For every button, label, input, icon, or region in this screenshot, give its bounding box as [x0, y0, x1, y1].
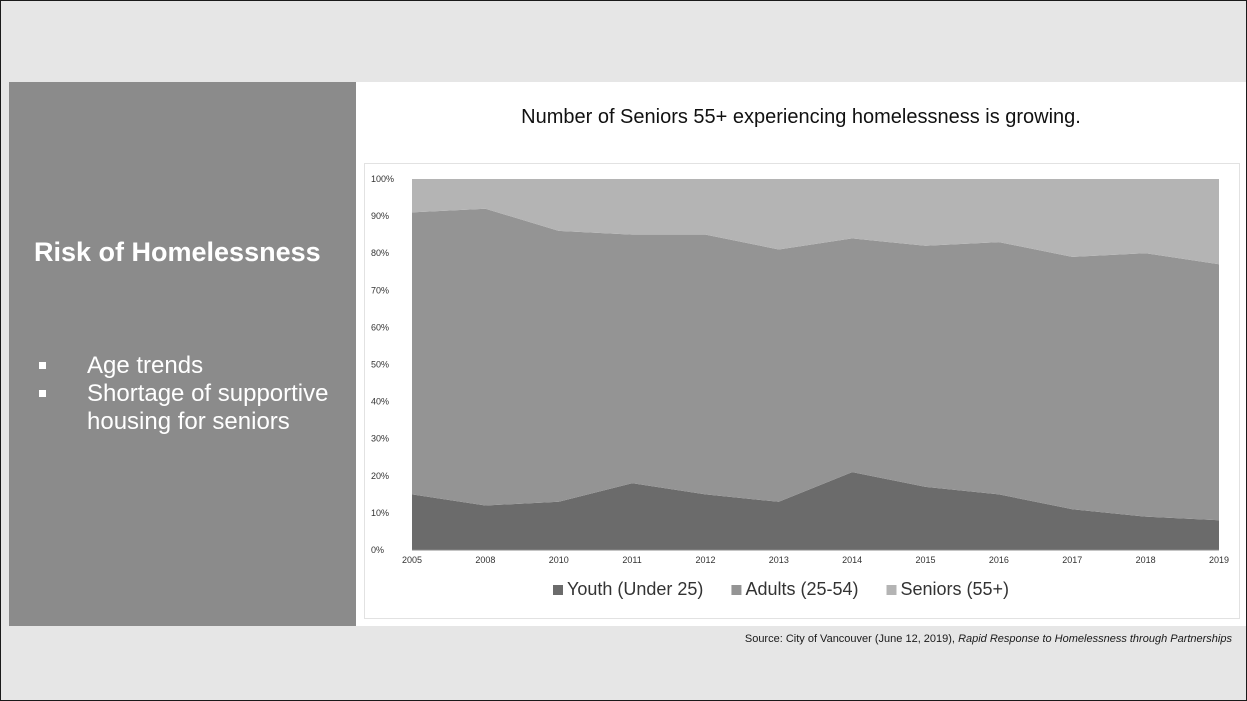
bullet-item: Shortage of supportive housing for senio… [33, 380, 343, 436]
x-tick-label: 2015 [916, 555, 936, 565]
x-tick-label: 2011 [622, 555, 641, 565]
x-tick-label: 2017 [1062, 555, 1082, 565]
x-tick-label: 2010 [549, 555, 569, 565]
chart-panel: Number of Seniors 55+ experiencing homel… [356, 82, 1246, 626]
y-tick-label: 90% [371, 211, 389, 221]
y-tick-label: 100% [371, 174, 394, 184]
x-tick-label: 2008 [475, 555, 495, 565]
source-citation: Source: City of Vancouver (June 12, 2019… [745, 633, 1232, 645]
slide-title: Risk of Homelessness [34, 237, 321, 267]
legend-label: Seniors (55+) [901, 579, 1010, 599]
legend-swatch [553, 585, 563, 595]
bullet-text: Shortage of supportive housing for senio… [87, 380, 329, 435]
x-tick-label: 2013 [769, 555, 789, 565]
y-tick-label: 50% [371, 360, 389, 370]
bullet-item: Age trends [33, 352, 343, 380]
legend-label: Youth (Under 25) [567, 579, 703, 599]
source-prefix: Source: City of Vancouver (June 12, 2019… [744, 633, 959, 645]
square-bullet-icon [39, 362, 46, 369]
x-tick-label: 2005 [402, 555, 422, 565]
legend-swatch [886, 585, 897, 595]
x-tick-label: 2014 [842, 555, 862, 565]
y-tick-label: 60% [371, 322, 389, 332]
y-tick-label: 0% [371, 545, 384, 555]
y-tick-label: 40% [371, 397, 389, 407]
left-panel [9, 82, 356, 626]
y-tick-label: 80% [371, 248, 389, 258]
y-tick-label: 70% [371, 285, 389, 295]
area-adults-25-54 [412, 208, 1219, 521]
area-seniors-55 [412, 179, 1219, 265]
source-title: Rapid Response to Homelessness through P… [958, 633, 1232, 645]
chart-frame: 0% 10% 20% 30% 40% 50% 60% 70% 80% 90% 100% 2005 200… [364, 163, 1240, 619]
y-tick-label: 30% [371, 434, 389, 444]
y-tick-label: 10% [371, 508, 389, 518]
x-tick-label: 2019 [1209, 555, 1229, 565]
x-tick-label: 2016 [989, 555, 1009, 565]
square-bullet-icon [39, 390, 46, 397]
legend-label: Adults (25-54) [745, 579, 858, 599]
bullet-list: Age trends Shortage of supportive housin… [33, 352, 343, 436]
area-youth-under-25 [412, 472, 1219, 550]
legend-swatch [731, 585, 742, 595]
x-tick-label: 2012 [695, 555, 715, 565]
stacked-area-chart: 0% 10% 20% 30% 40% 50% 60% 70% 80% 90% 100% 2005 200… [371, 174, 1229, 599]
chart-heading: Number of Seniors 55+ experiencing homel… [521, 106, 1081, 128]
y-tick-label: 20% [371, 471, 389, 481]
x-tick-label: 2018 [1136, 555, 1156, 565]
bullet-text: Age trends [87, 352, 204, 379]
